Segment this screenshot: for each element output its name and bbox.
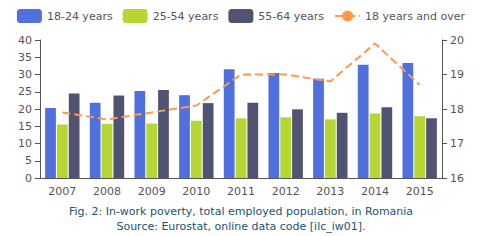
svg-text:0: 0	[25, 172, 32, 185]
svg-text:25: 25	[18, 85, 32, 98]
svg-text:2009: 2009	[138, 185, 166, 198]
svg-text:20: 20	[18, 103, 32, 116]
svg-text:2008: 2008	[93, 185, 121, 198]
svg-text:2013: 2013	[316, 185, 344, 198]
svg-text:16: 16	[450, 172, 464, 185]
svg-text:2011: 2011	[227, 185, 255, 198]
svg-text:18 years and over: 18 years and over	[365, 10, 465, 23]
svg-text:2015: 2015	[406, 185, 434, 198]
svg-text:25-54 years: 25-54 years	[153, 10, 219, 23]
svg-text:Fig. 2: In-work poverty, total: Fig. 2: In-work poverty, total employed …	[69, 205, 413, 218]
svg-text:19: 19	[450, 68, 464, 81]
svg-text:35: 35	[18, 51, 32, 64]
svg-text:2010: 2010	[182, 185, 210, 198]
svg-text:2007: 2007	[48, 185, 76, 198]
svg-text:10: 10	[18, 137, 32, 150]
svg-text:18-24 years: 18-24 years	[47, 10, 113, 23]
svg-text:15: 15	[18, 120, 32, 133]
svg-text:40: 40	[18, 34, 32, 47]
svg-text:2014: 2014	[361, 185, 389, 198]
svg-text:55-64 years: 55-64 years	[258, 10, 324, 23]
svg-text:17: 17	[450, 137, 464, 150]
svg-text:20: 20	[450, 34, 464, 47]
svg-text:2012: 2012	[272, 185, 300, 198]
svg-text:5: 5	[25, 154, 32, 167]
svg-text:Source: Eurostat, online data: Source: Eurostat, online data code [ilc_…	[116, 220, 365, 233]
svg-text:18: 18	[450, 103, 464, 116]
svg-text:30: 30	[18, 68, 32, 81]
